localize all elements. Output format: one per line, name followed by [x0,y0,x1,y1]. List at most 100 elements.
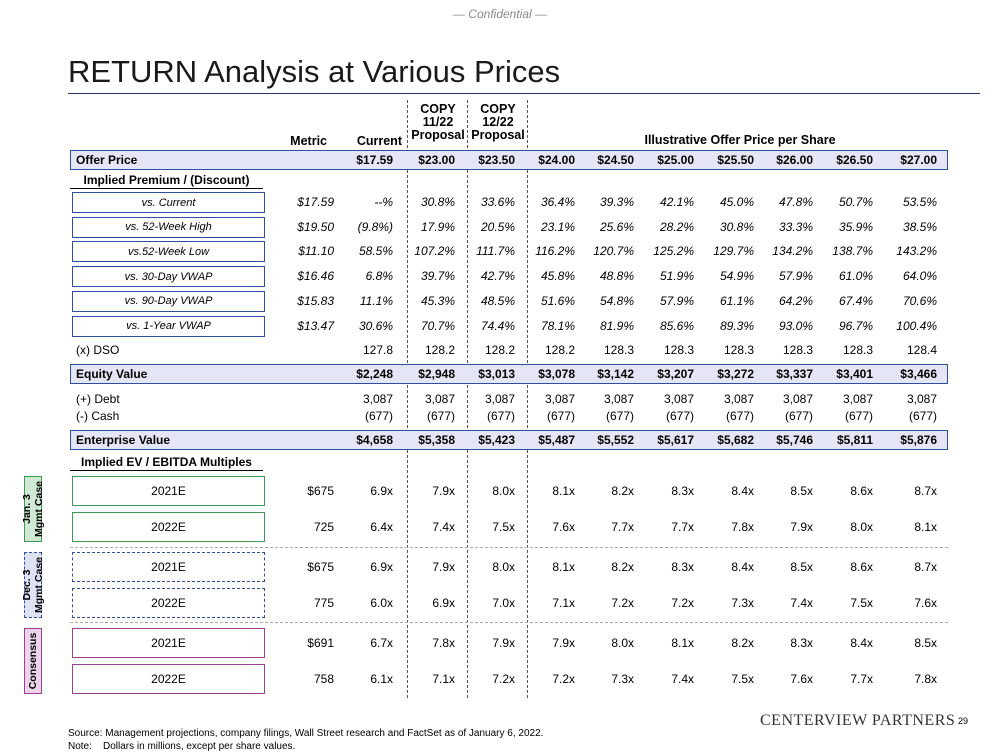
ev-row-value: 8.7x [914,484,937,498]
ev-row-value: 7.0x [492,596,515,610]
ev-row-metric: $691 [307,636,334,650]
enterprise-value-value: $5,876 [900,433,937,447]
ev-row-value: 7.4x [790,596,813,610]
premium-row-value: 54.9% [719,269,754,284]
premium-row-value: 42.1% [659,195,694,209]
equity-value-value: $3,272 [717,367,754,381]
debt-label: (+) Debt [76,392,120,406]
dso-value: 128.4 [906,343,937,357]
dso-current: 127.8 [362,343,393,357]
enterprise-value-label: Enterprise Value [76,433,171,447]
premium-row-current: --% [374,195,393,209]
equity-value-value: $3,401 [836,367,873,381]
ev-row-value: 8.0x [611,636,634,650]
offer-price-value: $26.50 [836,153,873,167]
premium-row-value: 28.2% [659,219,694,234]
offer-price-value: $24.50 [597,153,634,167]
ev-row-value: 8.5x [790,560,813,574]
premium-row-value: 39.7% [420,269,455,284]
premium-row-current: 58.5% [358,244,393,259]
offer-price-value: $23.50 [478,153,515,167]
ev-row-current: 6.1x [370,672,393,686]
premium-row-value: 61.0% [838,269,873,284]
ev-row-value: 8.0x [492,484,515,498]
premium-row-value: 93.0% [778,318,813,333]
equity-value-value: $3,078 [538,367,575,381]
ev-row-value: 7.8x [432,636,455,650]
ev-row-value: 7.8x [914,672,937,686]
ev-row-value: 6.9x [432,596,455,610]
ev-row-value: 8.1x [552,560,575,574]
ev-row-value: 7.8x [731,520,754,534]
premium-row-value: 96.7% [838,318,873,333]
enterprise-value-band [70,430,948,450]
proposal-divider-mid [467,100,468,698]
premium-row-metric: $19.50 [297,219,334,234]
ev-row-value: 8.3x [671,484,694,498]
premium-row-value: 36.4% [540,195,575,209]
group-label-text: Jan. 3 Mgmt Case [21,480,45,538]
enterprise-value-value: $5,358 [418,433,455,447]
ev-row-current: 6.9x [370,484,393,498]
ev-row-value: 7.5x [731,672,754,686]
debt-value: 3,087 [723,392,754,406]
offer-price-value: $23.00 [418,153,455,167]
offer-price-current: $17.59 [356,153,393,167]
dso-value: 128.3 [603,343,634,357]
premium-row-value: 78.1% [540,318,575,333]
premium-header: Implied Premium / (Discount) [70,173,263,189]
premium-row-value: 35.9% [838,219,873,234]
page-title: RETURN Analysis at Various Prices [68,54,561,89]
equity-value-value: $2,948 [418,367,455,381]
cash-value: (677) [725,409,754,423]
premium-row-value: 70.7% [420,318,455,333]
premium-row-metric: $16.46 [297,269,334,284]
dso-value: 128.2 [484,343,515,357]
premium-row-value: 25.6% [599,219,634,234]
premium-row-label: vs. Current [72,192,265,213]
ev-row-value: 7.2x [492,672,515,686]
offer-price-value: $25.50 [717,153,754,167]
premium-row-label: vs.52-Week Low [72,241,265,263]
group-label-green: Jan. 3 Mgmt Case [21,476,45,542]
dso-value: 128.3 [723,343,754,357]
page-number: 29 [958,716,969,726]
premium-row-value: 67.4% [838,293,873,308]
metric-header: Metric [290,134,327,148]
dso-value: 128.3 [663,343,694,357]
premium-row-value: 45.0% [719,195,754,209]
premium-row-value: 17.9% [420,219,455,234]
enterprise-value-value: $5,423 [478,433,515,447]
enterprise-value-value: $5,746 [776,433,813,447]
premium-row-current: 6.8% [365,269,393,284]
ev-row-value: 7.6x [552,520,575,534]
ev-row-value: 8.4x [850,636,873,650]
premium-row-value: 57.9% [778,269,813,284]
ev-row-label: 2022E [72,512,265,542]
premium-row-value: 38.5% [902,219,937,234]
cash-value: (677) [605,409,634,423]
premium-row-value: 33.6% [480,195,515,209]
ev-row-label: 2021E [72,628,265,658]
premium-row-value: 30.8% [420,195,455,209]
ev-row-value: 7.9x [790,520,813,534]
premium-row-value: 30.8% [719,219,754,234]
ev-row-metric: $675 [307,560,334,574]
offer-price-value: $25.00 [657,153,694,167]
ev-row-value: 7.9x [552,636,575,650]
source-note: Source: Management projections, company … [68,728,544,739]
ev-row-value: 8.5x [914,636,937,650]
premium-row-metric: $13.47 [297,318,334,333]
ev-row-value: 8.3x [671,560,694,574]
equity-value-value: $3,013 [478,367,515,381]
ev-row-label: 2022E [72,588,265,618]
premium-row-value: 74.4% [480,318,515,333]
dso-label: (x) DSO [76,343,120,357]
ev-row-value: 7.6x [914,596,937,610]
premium-row-metric: $15.83 [297,293,334,308]
offer-price-value: $27.00 [900,153,937,167]
dso-value: 128.2 [544,343,575,357]
cash-value: (677) [908,409,937,423]
premium-row-current: (9.8%) [357,219,393,234]
equity-value-current: $2,248 [356,367,393,381]
